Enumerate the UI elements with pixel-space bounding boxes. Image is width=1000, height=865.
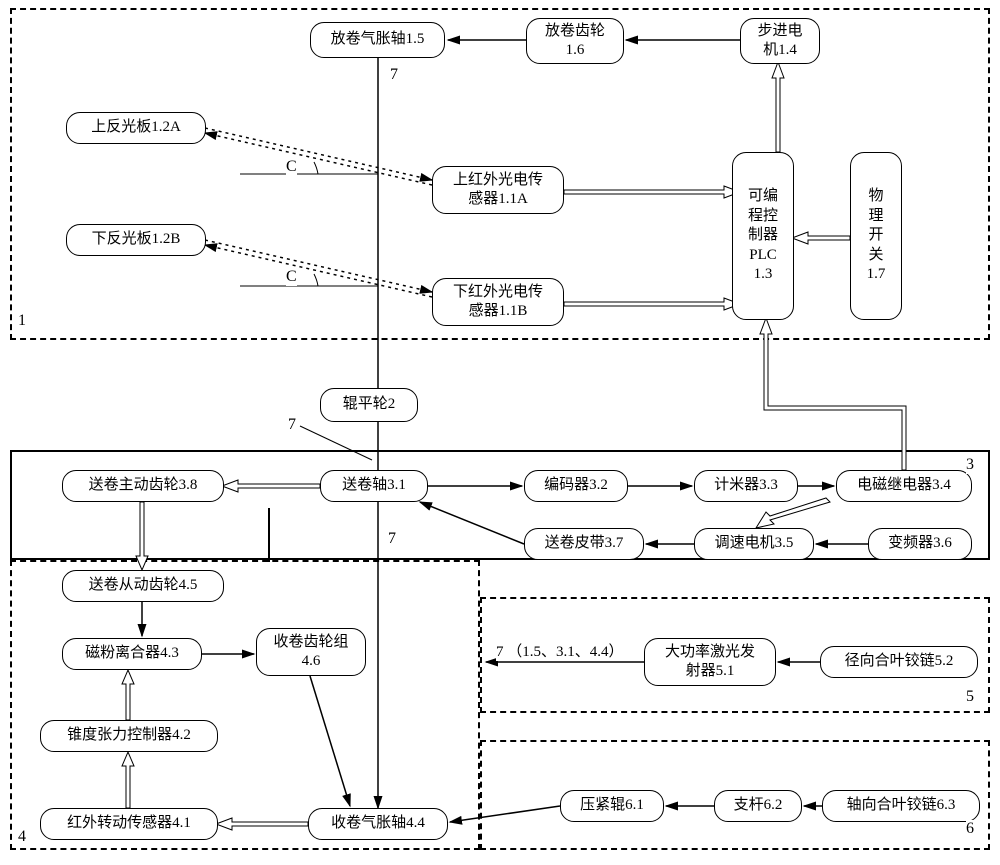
label-7d: 7 （1.5、3.1、4.4）: [496, 640, 624, 661]
label-7a: 7: [390, 66, 398, 84]
node-cifen-liheqi: 磁粉离合器4.3: [62, 638, 202, 670]
node-wuli-kaiguan: 物 理 开 关 1.7: [850, 152, 902, 320]
label-section-1: 1: [18, 312, 26, 330]
node-shang-hongwai: 上红外光电传 感器1.1A: [432, 166, 564, 214]
node-shoujuan-qizhang: 收卷气胀轴4.4: [308, 808, 448, 840]
node-bianpinqi: 变频器3.6: [868, 528, 972, 560]
label-7b: 7: [288, 416, 296, 434]
node-gunpinglun: 辊平轮2: [320, 388, 418, 422]
node-zhigan: 支杆6.2: [714, 790, 802, 822]
node-songjuan-zhou: 送卷轴3.1: [320, 470, 428, 502]
label-section-6: 6: [966, 820, 974, 838]
section-3: [10, 450, 990, 560]
node-songjuan-zhudong: 送卷主动齿轮3.8: [62, 470, 224, 502]
node-zhuidu-zhangli: 锥度张力控制器4.2: [40, 720, 218, 752]
node-jingxiang-heye: 径向合叶铰链5.2: [820, 646, 978, 678]
node-dagonglv-jiguang: 大功率激光发 射器5.1: [644, 638, 776, 686]
node-plc: 可编 程控 制器 PLC 1.3: [732, 152, 794, 320]
node-songjuan-pidai: 送卷皮带3.7: [524, 528, 644, 560]
label-Ca: C: [286, 158, 297, 176]
node-songjuan-congdong: 送卷从动齿轮4.5: [62, 570, 224, 602]
label-section-5: 5: [966, 688, 974, 706]
node-shang-fanguangban: 上反光板1.2A: [66, 112, 206, 144]
label-7c: 7: [388, 530, 396, 548]
node-zhouxiang-heye: 轴向合叶铰链6.3: [822, 790, 980, 822]
node-hongwai-zhuandong: 红外转动传感器4.1: [40, 808, 218, 840]
node-xia-hongwai: 下红外光电传 感器1.1B: [432, 278, 564, 326]
node-shoujuan-chilunzu: 收卷齿轮组 4.6: [256, 628, 366, 676]
node-bujin-dianji: 步进电 机1.4: [740, 18, 820, 64]
node-bianmaqi: 编码器3.2: [524, 470, 628, 502]
label-Cb: C: [286, 268, 297, 286]
node-fangjuan-qizhang: 放卷气胀轴1.5: [310, 22, 445, 58]
node-fangjuan-chilun: 放卷齿轮 1.6: [526, 18, 624, 64]
section-3-left-extension: [10, 508, 270, 562]
label-section-4: 4: [18, 828, 26, 846]
node-xia-fanguangban: 下反光板1.2B: [66, 224, 206, 256]
node-jimiqi: 计米器3.3: [694, 470, 798, 502]
section-4: [10, 560, 480, 850]
node-tiaosu-dianji: 调速电机3.5: [694, 528, 814, 560]
label-section-3: 3: [966, 456, 974, 474]
node-dianci-jidianqi: 电磁继电器3.4: [836, 470, 972, 502]
node-yajin-gun: 压紧辊6.1: [560, 790, 664, 822]
